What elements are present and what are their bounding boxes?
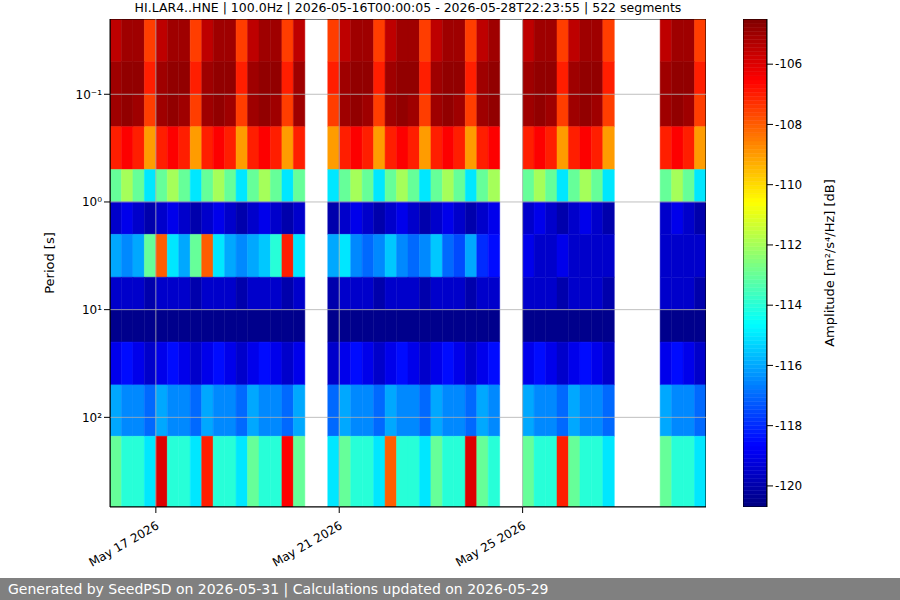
- svg-text:-112: -112: [775, 238, 802, 252]
- html-text:Generated by SeedPSD on 2026-0: Generated by SeedPSD on 2026-05-31 | Cal…: [8, 581, 549, 597]
- svg-text:10⁻¹: 10⁻¹: [76, 88, 103, 102]
- svg-text:-116: -116: [775, 359, 802, 373]
- svg-text:-106: -106: [775, 57, 802, 71]
- svg-text:May 25 2026: May 25 2026: [453, 518, 528, 569]
- html-text:HI.LAR4..HNE | 100.0Hz | 2026-: HI.LAR4..HNE | 100.0Hz | 2026-05-16T00:0…: [134, 0, 682, 15]
- svg-text:10¹: 10¹: [82, 303, 102, 317]
- html-text:Amplitude [m²/s⁴/Hz] [dB]: Amplitude [m²/s⁴/Hz] [dB]: [822, 179, 837, 347]
- svg-text:-120: -120: [775, 479, 802, 493]
- svg-text:May 17 2026: May 17 2026: [87, 518, 162, 569]
- html-text:Period [s]: Period [s]: [42, 232, 57, 294]
- svg-text:-108: -108: [775, 118, 802, 132]
- svg-text:10²: 10²: [82, 411, 102, 425]
- svg-text:10⁰: 10⁰: [82, 195, 102, 209]
- svg-text:-114: -114: [775, 298, 802, 312]
- svg-text:-118: -118: [775, 419, 802, 433]
- svg-text:-110: -110: [775, 178, 802, 192]
- svg-text:May 21 2026: May 21 2026: [270, 518, 345, 569]
